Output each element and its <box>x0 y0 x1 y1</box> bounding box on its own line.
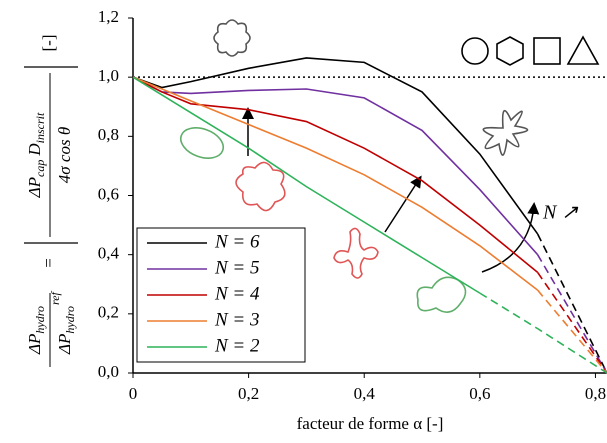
y-label-part: ΔP <box>25 177 44 198</box>
series-line <box>132 76 481 294</box>
y-tick-label: 0,4 <box>98 244 120 263</box>
y-label-part: [-] <box>39 35 58 52</box>
x-tick-label: 0,4 <box>354 384 376 403</box>
y-tick-label: 1,2 <box>98 7 119 26</box>
y-tick-label: 1,0 <box>98 66 119 85</box>
y-label-part: inscrit <box>33 112 47 143</box>
y-tick-label: 0,8 <box>98 125 119 144</box>
y-tick-label: 0,6 <box>98 184 119 203</box>
svg-text:ΔPcapDinscrit: ΔPcap Dinscrit <box>25 112 47 198</box>
y-axis-label: ΔPhydro ΔPhydro ref = ΔPcapDinscrit 4σ c… <box>24 35 78 367</box>
legend-label: N = 5 <box>214 257 260 278</box>
series-line <box>132 76 539 291</box>
legend-label: N = 3 <box>214 309 260 330</box>
series-line <box>132 57 539 235</box>
x-tick-label: 0 <box>129 384 138 403</box>
legend-label: N = 4 <box>214 283 260 304</box>
legend-label: N = 2 <box>214 335 260 356</box>
series-line-dashed <box>537 289 607 374</box>
svg-text:ΔPhydro: ΔPhydro <box>25 306 47 355</box>
y-tick-label: 0,0 <box>98 362 119 381</box>
annotation: N ↗ <box>542 202 578 224</box>
y-tick-label: 0,2 <box>98 303 119 322</box>
x-tick-label: 0,6 <box>469 384 490 403</box>
y-label-part: hydro <box>63 306 77 334</box>
y-label-part: ref <box>48 290 62 305</box>
x-axis-label: facteur de forme α [-] <box>297 414 444 433</box>
x-tick-label: 0,8 <box>585 384 606 403</box>
series-line <box>132 76 539 274</box>
series-line-dashed <box>479 292 607 374</box>
y-label-part: ΔP <box>25 334 44 355</box>
y-label-part: 4σ cos θ <box>55 127 74 183</box>
y-label-part: ΔP <box>55 334 74 355</box>
x-tick-label: 0,2 <box>238 384 259 403</box>
y-label-part: D <box>25 143 44 157</box>
series-line-dashed <box>536 271 607 374</box>
series-line-dashed <box>536 254 607 374</box>
svg-text:ΔPhydro: ΔPhydro <box>55 306 77 355</box>
y-label-part: = <box>39 258 58 268</box>
legend-label: N = 6 <box>214 231 260 252</box>
y-label-part: cap <box>33 160 47 177</box>
y-label-part: hydro <box>33 306 47 334</box>
